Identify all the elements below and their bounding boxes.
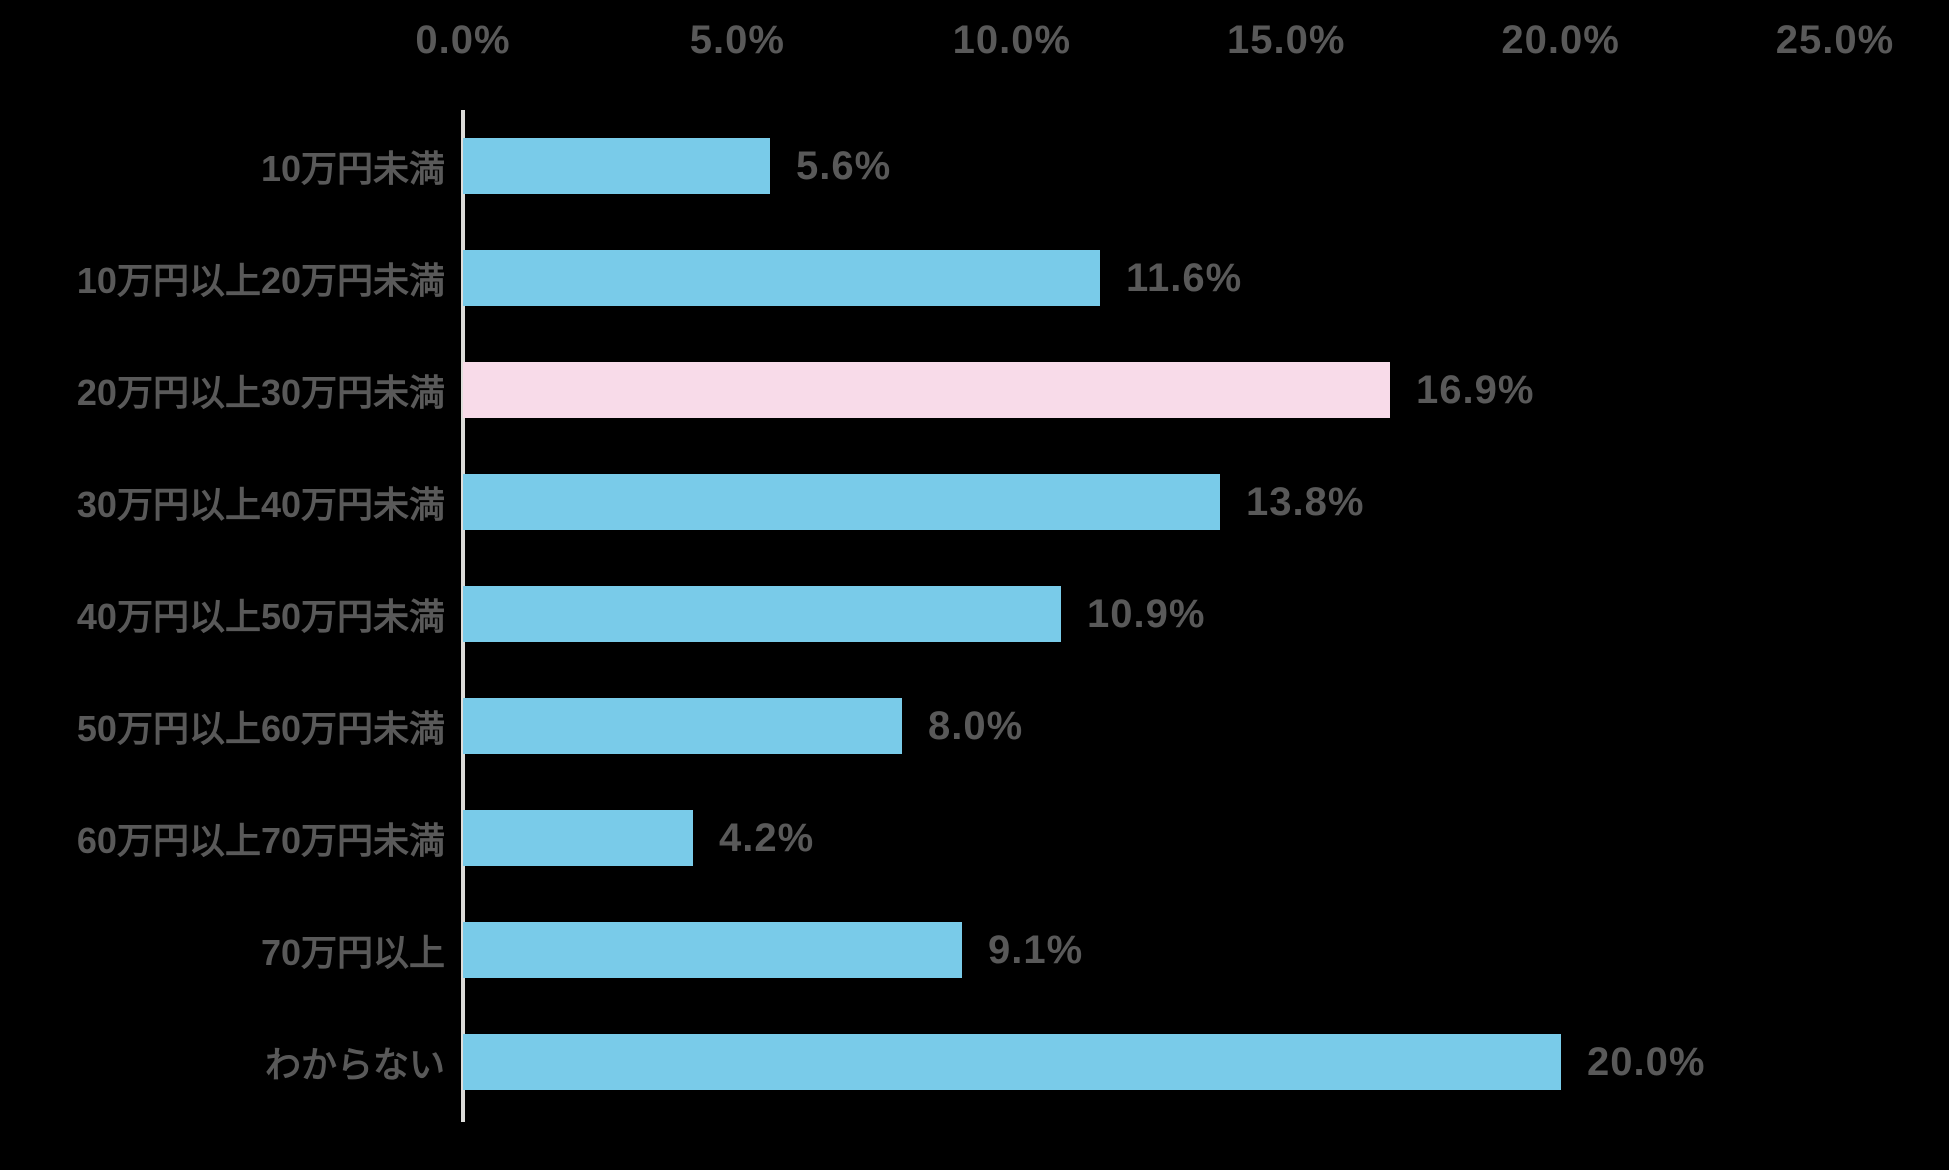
bar — [463, 698, 902, 754]
chart-row: 30万円以上40万円未満 13.8% — [77, 446, 1949, 558]
x-axis-tick-label: 15.0% — [1226, 18, 1346, 62]
category-label: 40万円以上50万円未満 — [76, 596, 445, 637]
x-axis-tick-label: 10.0% — [952, 18, 1072, 62]
x-axis-tick-label: 0.0% — [415, 18, 511, 62]
bar — [463, 922, 962, 978]
bar — [463, 250, 1100, 306]
category-label: わからない — [264, 1044, 445, 1085]
x-axis: 0.0% 5.0% 10.0% 15.0% 20.0% 25.0% — [415, 18, 1893, 74]
chart-rows: 10万円未満 5.6% 10万円以上20万円未満 11.6% 20万円以上30万… — [77, 110, 1949, 1118]
value-label: 10.9% — [1087, 591, 1206, 636]
category-label: 30万円以上40万円未満 — [76, 484, 445, 525]
chart-row: 60万円以上70万円未満 4.2% — [77, 782, 1949, 894]
value-label: 5.6% — [796, 143, 892, 188]
value-label: 20.0% — [1587, 1039, 1706, 1084]
chart-row: 70万円以上 9.1% — [261, 894, 1949, 1006]
chart-row: 20万円以上30万円未満 16.9% — [77, 334, 1949, 446]
value-label: 13.8% — [1246, 479, 1365, 524]
chart-row: わからない 20.0% — [265, 1006, 1949, 1118]
bar — [463, 810, 693, 866]
category-label: 60万円以上70万円未満 — [76, 820, 445, 861]
value-label: 8.0% — [928, 703, 1024, 748]
chart-row: 10万円未満 5.6% — [261, 110, 1949, 222]
x-axis-tick-label: 20.0% — [1501, 18, 1620, 62]
bar — [463, 586, 1061, 642]
value-label: 4.2% — [719, 815, 815, 860]
chart-row: 10万円以上20万円未満 11.6% — [77, 222, 1949, 334]
bar — [463, 1034, 1561, 1090]
bar — [463, 474, 1220, 530]
category-label: 10万円未満 — [260, 148, 445, 189]
value-label: 16.9% — [1416, 367, 1535, 412]
value-label: 9.1% — [988, 927, 1084, 972]
bar-highlighted — [463, 362, 1390, 418]
category-label: 70万円以上 — [260, 932, 445, 973]
chart-row: 50万円以上60万円未満 8.0% — [77, 670, 1949, 782]
category-label: 10万円以上20万円未満 — [76, 260, 445, 301]
bar — [463, 138, 770, 194]
chart-row: 40万円以上50万円未満 10.9% — [77, 558, 1949, 670]
x-axis-tick-label: 5.0% — [689, 18, 785, 62]
category-label: 20万円以上30万円未満 — [76, 372, 445, 413]
value-label: 11.6% — [1126, 255, 1243, 300]
x-axis-tick-label: 25.0% — [1775, 18, 1895, 62]
category-label: 50万円以上60万円未満 — [76, 708, 445, 749]
